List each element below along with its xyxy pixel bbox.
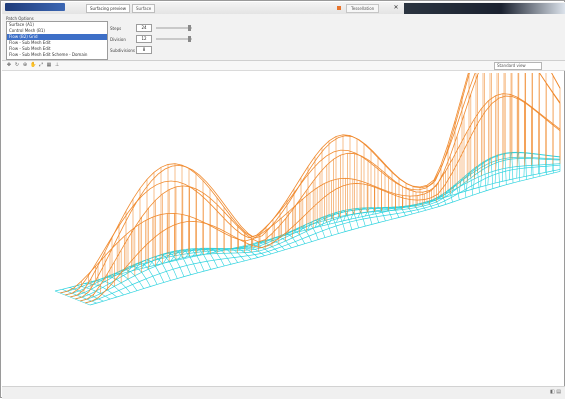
tessellation-pill[interactable]: Tessellation: [346, 4, 380, 13]
zoom-icon[interactable]: ⊕: [22, 62, 28, 68]
list-item[interactable]: Surface (A1): [9, 22, 34, 27]
patch-list[interactable]: Surface (A1) Control Mesh (B1) Flow (B2)…: [6, 21, 108, 60]
mesh-curve: [386, 206, 400, 218]
mesh-curve: [74, 73, 561, 300]
mesh-curve: [84, 95, 561, 304]
options-panel: Patch Options Surface (A1) Control Mesh …: [2, 14, 565, 61]
fit-icon[interactable]: ⤢: [38, 62, 43, 68]
steps-row: Steps 24: [110, 24, 192, 32]
mesh-curve: [242, 245, 265, 256]
list-item[interactable]: Flow (B2) Grid: [7, 34, 107, 40]
mesh-curve: [307, 220, 326, 238]
mesh-curve: [249, 244, 272, 255]
orange-surface-mesh: [59, 73, 561, 304]
mesh-curve: [350, 208, 366, 227]
mesh-curve: [235, 247, 259, 258]
wireframe-viewport[interactable]: [10, 73, 564, 379]
subdivisions-label: Subdivisions: [110, 47, 136, 53]
division-slider[interactable]: [156, 36, 192, 42]
mesh-curve: [62, 289, 97, 304]
mesh-curve: [64, 73, 561, 296]
division-label: Division: [110, 36, 126, 42]
grid-icon[interactable]: ▦: [46, 62, 52, 68]
subdivisions-row: Subdivisions 8: [110, 46, 152, 54]
list-item[interactable]: Flow - Sub Mesh Edit: [9, 40, 51, 45]
mesh-curve: [285, 230, 306, 244]
axes-icon[interactable]: ⊥: [54, 62, 60, 68]
status-icons: ◧ ▤: [549, 389, 561, 395]
pan-icon[interactable]: ✋: [30, 62, 37, 68]
mesh-curve: [357, 207, 373, 225]
mesh-curve: [119, 265, 151, 287]
mesh-curve: [228, 248, 252, 260]
steps-label: Steps: [110, 25, 122, 31]
mesh-curve: [271, 236, 292, 248]
mesh-curve: [126, 262, 158, 285]
mesh-curve: [278, 233, 299, 246]
mesh-curve: [54, 290, 91, 306]
accent-marker-icon: [337, 6, 341, 10]
mesh-curve: [89, 171, 561, 306]
tab-surfacing-preview[interactable]: Surfacing preview: [86, 4, 131, 13]
move-icon[interactable]: ✥: [6, 62, 12, 68]
mesh-curve: [328, 212, 346, 232]
mesh-curve: [134, 259, 165, 283]
mesh-curve: [321, 214, 339, 234]
panel-title: Patch Options: [6, 16, 34, 21]
mesh-curve: [141, 256, 171, 281]
division-row: Division 12: [110, 35, 192, 43]
steps-input[interactable]: 24: [136, 24, 152, 32]
list-item[interactable]: Flow - Sub Mesh Edit: [9, 46, 51, 51]
header-banner: [404, 3, 565, 14]
steps-slider[interactable]: [156, 25, 192, 31]
app-logo: [5, 3, 65, 11]
mesh-curve: [162, 250, 191, 275]
mesh-curve: [76, 285, 111, 300]
mesh-curve: [206, 248, 232, 265]
mesh-curve: [74, 152, 561, 300]
division-input[interactable]: 12: [136, 35, 152, 43]
mesh-curve: [170, 249, 198, 274]
view-select[interactable]: Standard view: [494, 62, 542, 70]
mesh-curve: [343, 208, 359, 228]
mesh-curve: [256, 242, 279, 253]
mesh-curve: [177, 248, 205, 272]
tab-surface[interactable]: Surface: [132, 4, 156, 13]
mesh-curve: [364, 207, 379, 223]
rotate-icon[interactable]: ↻: [14, 62, 20, 68]
mesh-curve: [314, 217, 332, 236]
subdivisions-input[interactable]: 8: [136, 46, 152, 54]
mesh-curve: [155, 252, 185, 277]
tab-strip: Surfacing preview Surface: [86, 4, 156, 13]
mesh-curve: [184, 248, 212, 270]
mesh-curve: [300, 223, 319, 240]
mesh-curve: [336, 210, 353, 230]
mesh-curve: [220, 248, 245, 262]
status-bar: ◧ ▤: [2, 386, 565, 399]
list-item[interactable]: Flow - Sub Mesh Edit Scheme - Domain: [9, 52, 88, 57]
viewport-toolbar: ✥ ↻ ⊕ ✋ ⤢ ▦ ⊥ Standard view: [2, 61, 565, 71]
mesh-curve: [292, 226, 312, 242]
mesh-curve: [64, 156, 561, 296]
list-item[interactable]: Control Mesh (B1): [9, 28, 45, 33]
close-icon[interactable]: ✕: [393, 4, 399, 11]
